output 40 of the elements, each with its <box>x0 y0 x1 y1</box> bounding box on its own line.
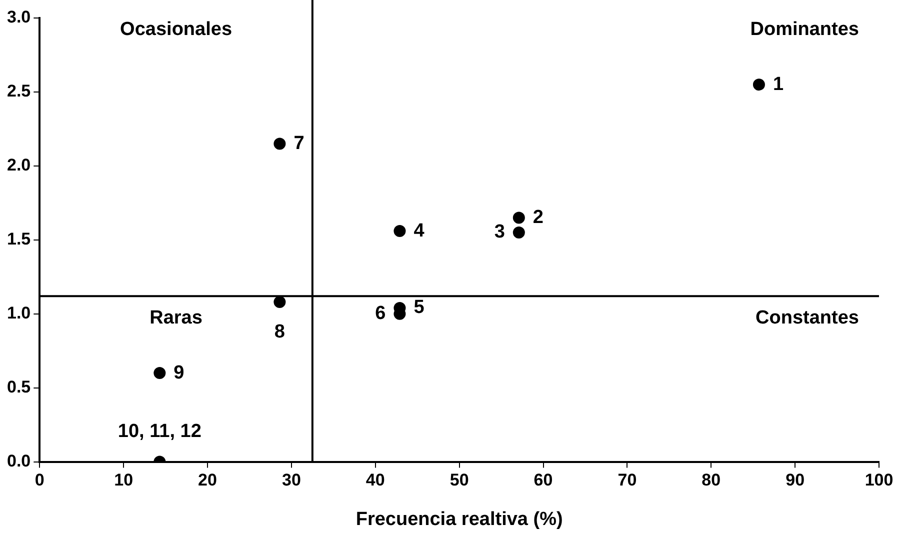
y-tick-label: 2.0 <box>6 156 31 175</box>
y-tick-label: 3.0 <box>6 8 31 27</box>
x-tick-label: 20 <box>198 470 217 490</box>
y-tick-label: 0.5 <box>6 378 31 397</box>
x-tick-label: 10 <box>114 470 134 490</box>
annotation: 1 <box>772 74 784 95</box>
point <box>512 226 525 239</box>
y-tick-label: 1.0 <box>6 304 31 323</box>
point <box>274 296 286 308</box>
x-axis-title: Frecuencia realtiva (%) <box>356 508 563 530</box>
annotation: 5 <box>414 297 425 318</box>
x-tick-label: 60 <box>534 470 553 490</box>
point <box>394 225 406 238</box>
annotation: 9 <box>174 362 184 384</box>
x-tick-label: 30 <box>282 470 301 490</box>
annotation: Raras <box>150 307 202 328</box>
x-tick-label: 100 <box>864 470 894 490</box>
annotation: Dominantes <box>750 19 860 40</box>
annotation: 3 <box>494 222 505 243</box>
x-tick-label: 50 <box>450 470 469 490</box>
annotation: 10, 11, 12 <box>118 421 202 442</box>
annotation: 6 <box>375 303 386 324</box>
point <box>512 212 525 224</box>
point <box>154 367 166 380</box>
y-tick-label: 2.5 <box>6 82 31 101</box>
x-tick-label: 70 <box>618 470 637 490</box>
y-tick-label: 1.5 <box>6 230 31 249</box>
x-tick-label: 80 <box>702 470 721 490</box>
annotation: 7 <box>294 132 304 154</box>
annotation: 2 <box>532 206 544 228</box>
annotation: Ocasionales <box>120 19 232 40</box>
point <box>274 138 286 150</box>
x-tick-label: 0 <box>34 470 44 490</box>
x-tick-label: 90 <box>786 470 805 490</box>
y-tick-label: 0.0 <box>6 451 31 470</box>
annotation: 4 <box>414 220 425 242</box>
x-tick-label: 40 <box>366 470 385 490</box>
annotation: 8 <box>274 321 285 342</box>
annotation: Constantes <box>756 307 860 328</box>
point <box>752 78 765 91</box>
